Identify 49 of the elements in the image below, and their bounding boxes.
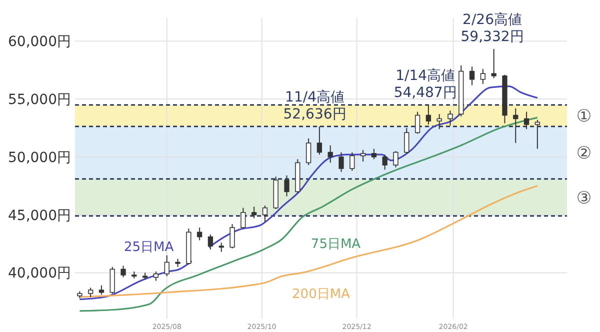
- candlestick: [491, 48, 496, 79]
- candlestick: [196, 227, 202, 241]
- y-tick-label: 50,000円: [8, 150, 71, 166]
- candlestick: [208, 234, 214, 250]
- candlestick: [164, 254, 170, 277]
- line-series: [78, 185, 538, 298]
- candlestick: [360, 149, 366, 162]
- candlestick: [469, 66, 475, 86]
- candlestick: [414, 111, 420, 134]
- candlestick: [88, 287, 94, 298]
- candlestick: [251, 206, 257, 219]
- candlestick: [524, 111, 530, 130]
- candlestick: [382, 154, 388, 170]
- candlestick: [480, 68, 486, 84]
- candlestick: [513, 108, 518, 144]
- series-label: 25日MA: [124, 240, 174, 255]
- candlestick: [328, 144, 333, 164]
- candlestick: [448, 110, 453, 126]
- candlestick: [316, 126, 322, 156]
- candlestick: [230, 224, 235, 249]
- candlestick: [338, 152, 344, 172]
- candlestick: [393, 150, 398, 168]
- band-label: ②: [576, 144, 592, 164]
- candlestick: [120, 265, 126, 278]
- candlestick: [306, 138, 312, 166]
- annotation: 11/4高値 52,636円: [283, 89, 346, 122]
- candlestick: [110, 266, 115, 294]
- band-label: ①: [576, 106, 592, 127]
- candlestick: [153, 271, 159, 282]
- series-label: 75日MA: [310, 237, 361, 252]
- candlestick: [426, 104, 432, 126]
- candlestick: [262, 205, 268, 222]
- candlestick: [404, 127, 410, 154]
- candlestick: [218, 242, 224, 252]
- candlestick: [350, 152, 355, 172]
- candlestick: [284, 174, 290, 197]
- annotation: 1/14高値 54,487円: [394, 68, 457, 101]
- y-tick-label: 60,000円: [8, 34, 71, 50]
- candlestick: [436, 114, 442, 130]
- candlestick: [98, 284, 104, 296]
- candlestick: [371, 148, 377, 160]
- y-tick-label: 40,000円: [8, 266, 71, 282]
- candlestick: [240, 207, 246, 230]
- band-label: ③: [576, 188, 592, 208]
- y-tick-label: 55,000円: [8, 92, 71, 108]
- y-tick-label: 45,000円: [8, 208, 71, 224]
- annotation: 2/26高値 59,332円: [460, 12, 524, 45]
- candlestick: [534, 119, 540, 150]
- series-label: 200日MA: [292, 287, 350, 302]
